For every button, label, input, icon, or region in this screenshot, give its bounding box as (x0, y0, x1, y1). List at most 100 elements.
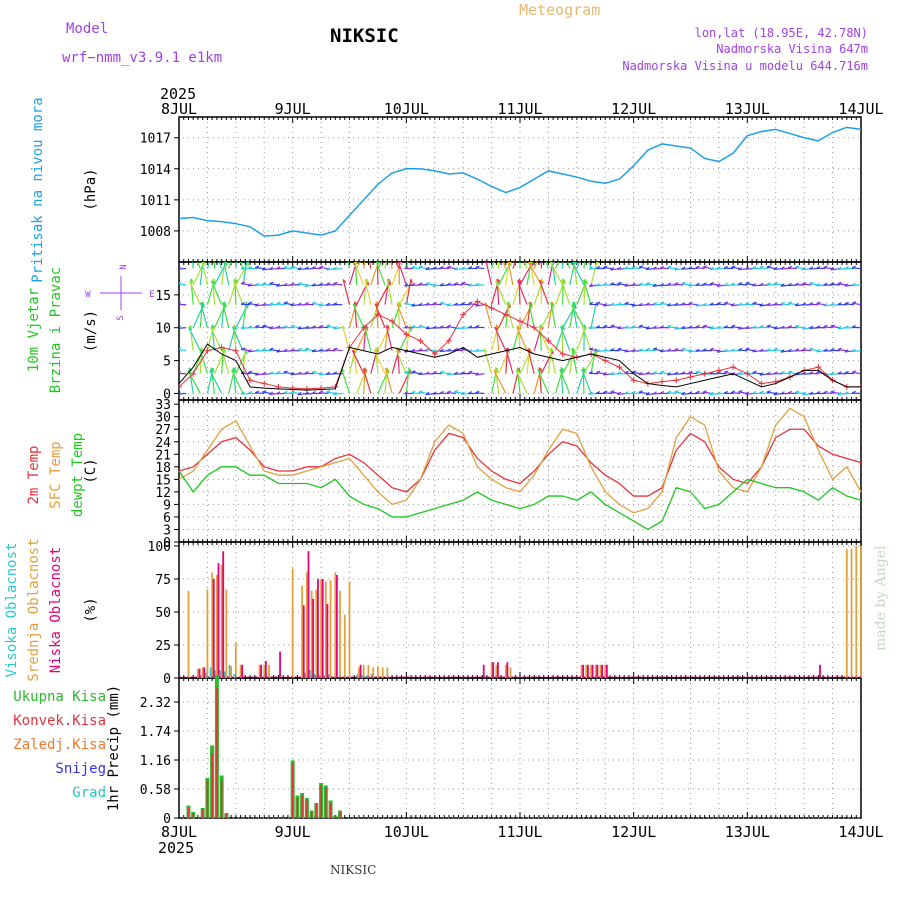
wind-arrow-head (652, 325, 657, 329)
wind-arrow-head (240, 301, 245, 305)
wind-arrow (475, 304, 485, 307)
cloud-bar (198, 668, 201, 678)
wind-arrow-head (794, 348, 799, 352)
wind-arrow-head (468, 283, 473, 287)
wind-arrow-head (411, 348, 416, 352)
wind-arrow-head (702, 302, 707, 306)
wind-arrow-head (453, 347, 459, 351)
wind-arrow-head (255, 265, 260, 269)
wind-arrow (571, 262, 585, 286)
wind-arrow (802, 349, 812, 352)
wind-arrow (241, 348, 251, 352)
wind-arrow (397, 301, 400, 328)
wind-arrow-head (528, 301, 532, 306)
wind-arrow-head (780, 349, 785, 353)
wind-arrow-head (688, 349, 693, 353)
wind-arrow-head (432, 391, 437, 395)
wind-arrow-head (517, 280, 522, 284)
wind-arrow-head (723, 325, 728, 328)
wind-arrow-head (674, 326, 679, 330)
wind-arrow-head (573, 347, 576, 352)
wind-arrow (319, 266, 329, 270)
wind-arrow-head (837, 347, 842, 351)
wind-arrow (319, 392, 329, 395)
wind-arrow-head (681, 302, 686, 305)
y-axis-title: 2m Temp (26, 445, 42, 504)
wind-arrow (738, 391, 748, 395)
wind-arrow (255, 326, 265, 329)
wind-arrow-head (255, 390, 260, 394)
wind-arrow (283, 267, 293, 270)
wind-arrow-head (624, 266, 629, 270)
wind-arrow-head (269, 302, 274, 306)
wind-arrow-head (571, 347, 575, 352)
wind-arrow-head (269, 325, 274, 330)
wind-arrow (188, 280, 201, 305)
wind-arrow (262, 283, 272, 286)
wind-arrow-head (830, 390, 835, 393)
unit-label: (%) (83, 597, 99, 622)
wind-arrow-head (564, 243, 566, 247)
wind-arrow-head (745, 347, 750, 350)
wind-arrow (333, 348, 343, 352)
wind-arrow-head (596, 301, 601, 305)
wind-arrow (549, 262, 564, 286)
y-tick-label: 2.32 (140, 696, 171, 711)
wind-arrow (347, 262, 351, 269)
wind-arrow-head (837, 371, 842, 375)
wind-arrow (396, 303, 407, 328)
precip-bar-convective (310, 812, 313, 818)
wind-arrow-head (809, 325, 814, 329)
wind-arrow-head (595, 265, 601, 269)
precip-bar-convective (301, 795, 303, 818)
model-elevation-text: Nadmorska Visina u modelu 644.716m (622, 59, 868, 73)
wind-arrow-head (297, 371, 302, 375)
wind-arrow-head (666, 348, 672, 352)
wind-arrow-head (276, 370, 281, 374)
wind-arrow-head (188, 367, 193, 372)
wind-arrow-head (572, 301, 576, 306)
wind-arrow-head (723, 265, 729, 269)
wind-arrow-head (773, 391, 778, 396)
wind-arrow-head (189, 324, 193, 329)
wind-arrow-head (773, 325, 778, 330)
wind-arrow-head (212, 244, 215, 247)
wind-arrow-head (297, 347, 302, 351)
wind-arrow (353, 262, 365, 286)
wind-arrow-head (439, 390, 444, 394)
wind-arrow-head (408, 367, 412, 372)
wind-arrow-head (190, 278, 194, 283)
wind-arrow (527, 262, 542, 286)
wind-arrow-head (189, 280, 194, 284)
wind-arrow-head (738, 282, 743, 285)
wind-arrow-head (254, 303, 259, 307)
wind-arrow (524, 262, 528, 269)
wind-arrow (731, 266, 741, 270)
y-tick-label: 18 (155, 461, 171, 476)
precip-bar-convective (192, 813, 195, 818)
y-tick-label: 75 (155, 573, 171, 588)
wind-arrow-head (453, 371, 458, 375)
wind-arrow-head (645, 281, 650, 285)
wind-arrow-head (823, 324, 828, 328)
cloud-bar (212, 578, 215, 678)
y-tick-label: 0 (163, 387, 171, 402)
wind-arrow-head (549, 347, 553, 352)
wind-arrow (454, 391, 464, 395)
wind-arrow (495, 280, 507, 305)
wind-arrow-head (446, 324, 452, 328)
wind-arrow-head (318, 348, 323, 352)
wind-arrow-head (617, 281, 622, 285)
wind-arrow-head (667, 324, 672, 328)
wind-arrow (491, 262, 495, 269)
wind-arrow (830, 325, 840, 329)
wind-arrow-head (638, 371, 643, 376)
wind-arrow-head (667, 282, 672, 286)
wind-arrow (262, 325, 272, 329)
wind-arrow-head (333, 391, 338, 395)
wind-arrow (766, 266, 776, 270)
wind-arrow-head (311, 390, 316, 394)
wind-arrow (405, 262, 409, 269)
wind-arrow-head (192, 243, 194, 246)
